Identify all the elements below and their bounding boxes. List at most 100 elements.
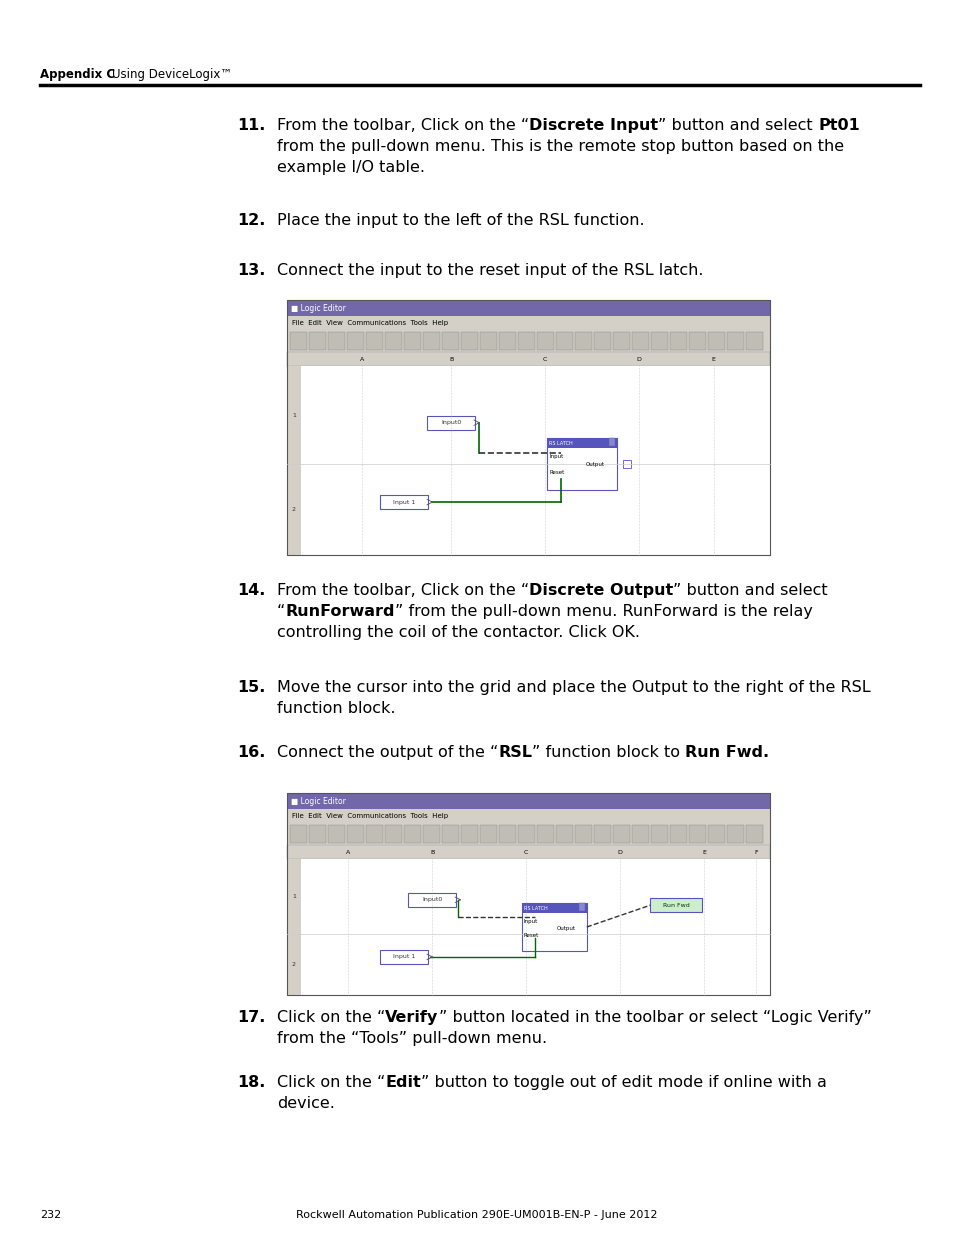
Text: 1: 1 xyxy=(292,412,295,417)
Text: Discrete Output: Discrete Output xyxy=(529,583,673,598)
Text: from the pull-down menu. This is the remote stop button based on the: from the pull-down menu. This is the rem… xyxy=(276,140,843,154)
Text: Input0: Input0 xyxy=(440,420,460,425)
Bar xyxy=(669,825,686,844)
Bar xyxy=(479,825,497,844)
Text: From the toolbar, Click on the “: From the toolbar, Click on the “ xyxy=(276,119,529,133)
Text: F: F xyxy=(753,850,757,855)
Bar xyxy=(287,352,769,366)
Text: 232: 232 xyxy=(40,1210,61,1220)
Bar xyxy=(613,332,629,350)
Bar xyxy=(631,825,648,844)
Text: Input: Input xyxy=(549,454,563,459)
Text: 13.: 13. xyxy=(236,263,265,278)
Bar xyxy=(328,825,345,844)
Bar xyxy=(521,903,586,951)
Bar xyxy=(556,825,573,844)
Text: Place the input to the left of the RSL function.: Place the input to the left of the RSL f… xyxy=(276,212,644,228)
Bar xyxy=(380,495,428,509)
Bar xyxy=(403,332,420,350)
Bar xyxy=(578,903,584,911)
Text: A: A xyxy=(345,850,350,855)
Text: Connect the input to the reset input of the RSL latch.: Connect the input to the reset input of … xyxy=(276,263,702,278)
Text: “: “ xyxy=(276,604,285,619)
Text: Click on the “: Click on the “ xyxy=(276,1074,385,1091)
Bar xyxy=(287,330,769,352)
Bar xyxy=(498,825,516,844)
Bar xyxy=(328,332,345,350)
Bar xyxy=(650,898,701,913)
Bar xyxy=(287,809,769,995)
Text: Using DeviceLogix™: Using DeviceLogix™ xyxy=(112,68,232,82)
Text: Output: Output xyxy=(585,462,604,467)
Bar xyxy=(460,332,477,350)
Text: E: E xyxy=(711,357,715,362)
Text: Run Fwd.: Run Fwd. xyxy=(685,745,769,760)
Text: Input: Input xyxy=(523,919,537,924)
Bar xyxy=(427,416,475,430)
Bar xyxy=(290,825,307,844)
Text: 1: 1 xyxy=(292,894,295,899)
Bar xyxy=(290,332,307,350)
Bar xyxy=(575,825,592,844)
Text: ” function block to: ” function block to xyxy=(532,745,685,760)
Bar xyxy=(287,366,301,555)
Text: B: B xyxy=(430,850,434,855)
Text: Connect the output of the “: Connect the output of the “ xyxy=(276,745,497,760)
Text: 2: 2 xyxy=(292,962,295,967)
Text: From the toolbar, Click on the “: From the toolbar, Click on the “ xyxy=(276,583,529,598)
Bar xyxy=(547,438,617,490)
Bar xyxy=(403,825,420,844)
Text: File  Edit  View  Communications  Tools  Help: File Edit View Communications Tools Help xyxy=(292,320,448,326)
Bar xyxy=(613,825,629,844)
Bar xyxy=(287,300,769,316)
Text: controlling the coil of the contactor. Click OK.: controlling the coil of the contactor. C… xyxy=(276,625,639,640)
Text: 11.: 11. xyxy=(236,119,265,133)
Text: ■ Logic Editor: ■ Logic Editor xyxy=(291,797,346,805)
Bar xyxy=(745,332,762,350)
Text: 14.: 14. xyxy=(236,583,265,598)
Bar xyxy=(309,332,326,350)
Bar xyxy=(556,332,573,350)
Text: Appendix C: Appendix C xyxy=(40,68,115,82)
Bar xyxy=(287,823,769,845)
Bar xyxy=(309,825,326,844)
Bar xyxy=(498,332,516,350)
Text: 16.: 16. xyxy=(236,745,265,760)
Bar xyxy=(287,860,301,995)
Bar xyxy=(287,316,769,330)
Text: Edit: Edit xyxy=(385,1074,420,1091)
Text: device.: device. xyxy=(276,1095,335,1112)
Bar xyxy=(650,332,667,350)
Text: Move the cursor into the grid and place the Output to the right of the RSL: Move the cursor into the grid and place … xyxy=(276,680,870,695)
Bar xyxy=(517,332,535,350)
Text: 18.: 18. xyxy=(236,1074,265,1091)
Bar xyxy=(594,825,610,844)
Text: Input 1: Input 1 xyxy=(393,955,415,960)
Text: example I/O table.: example I/O table. xyxy=(276,161,424,175)
Bar xyxy=(650,825,667,844)
Text: ■ Logic Editor: ■ Logic Editor xyxy=(291,304,346,312)
Text: ” button located in the toolbar or select “Logic Verify”: ” button located in the toolbar or selec… xyxy=(438,1010,871,1025)
Bar xyxy=(726,332,743,350)
Text: ” button and select: ” button and select xyxy=(658,119,818,133)
Bar xyxy=(301,860,769,995)
Text: Discrete Input: Discrete Input xyxy=(529,119,658,133)
Bar xyxy=(287,793,769,995)
Text: ” button and select: ” button and select xyxy=(673,583,827,598)
Text: Output: Output xyxy=(557,926,576,931)
Bar xyxy=(385,825,401,844)
Text: Reset: Reset xyxy=(549,471,564,475)
Bar xyxy=(301,366,769,555)
Text: B: B xyxy=(449,357,453,362)
Text: RSL: RSL xyxy=(497,745,532,760)
Text: RunForward: RunForward xyxy=(285,604,395,619)
Bar xyxy=(408,893,456,906)
Text: function block.: function block. xyxy=(276,701,395,716)
Text: 2: 2 xyxy=(292,508,295,513)
Bar xyxy=(287,809,769,823)
Text: A: A xyxy=(359,357,364,362)
Bar xyxy=(287,316,769,555)
Bar xyxy=(521,903,586,913)
Bar xyxy=(707,825,724,844)
Bar xyxy=(366,825,382,844)
